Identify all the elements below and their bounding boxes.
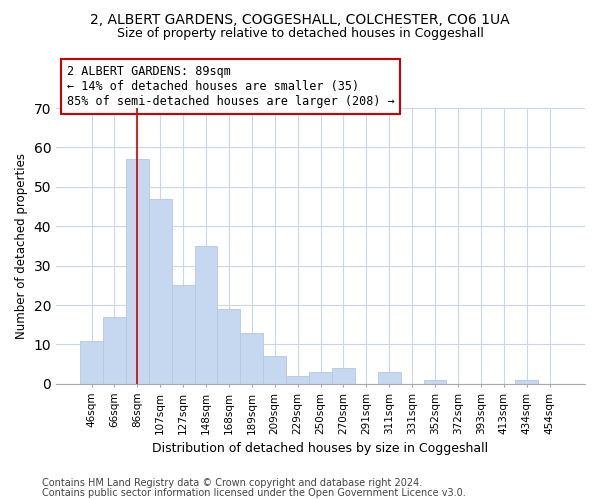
Bar bbox=[241, 332, 263, 384]
Bar bbox=[515, 380, 538, 384]
X-axis label: Distribution of detached houses by size in Coggeshall: Distribution of detached houses by size … bbox=[152, 442, 488, 455]
Bar bbox=[194, 246, 217, 384]
Bar bbox=[378, 372, 401, 384]
Text: 2, ALBERT GARDENS, COGGESHALL, COLCHESTER, CO6 1UA: 2, ALBERT GARDENS, COGGESHALL, COLCHESTE… bbox=[90, 12, 510, 26]
Text: Contains public sector information licensed under the Open Government Licence v3: Contains public sector information licen… bbox=[42, 488, 466, 498]
Bar bbox=[263, 356, 286, 384]
Bar bbox=[309, 372, 332, 384]
Bar bbox=[172, 286, 194, 384]
Bar bbox=[149, 198, 172, 384]
Bar bbox=[286, 376, 309, 384]
Bar bbox=[126, 159, 149, 384]
Text: Contains HM Land Registry data © Crown copyright and database right 2024.: Contains HM Land Registry data © Crown c… bbox=[42, 478, 422, 488]
Y-axis label: Number of detached properties: Number of detached properties bbox=[15, 153, 28, 339]
Bar bbox=[424, 380, 446, 384]
Bar bbox=[217, 309, 241, 384]
Bar bbox=[103, 317, 126, 384]
Text: Size of property relative to detached houses in Coggeshall: Size of property relative to detached ho… bbox=[116, 28, 484, 40]
Bar bbox=[332, 368, 355, 384]
Text: 2 ALBERT GARDENS: 89sqm
← 14% of detached houses are smaller (35)
85% of semi-de: 2 ALBERT GARDENS: 89sqm ← 14% of detache… bbox=[67, 65, 394, 108]
Bar bbox=[80, 340, 103, 384]
